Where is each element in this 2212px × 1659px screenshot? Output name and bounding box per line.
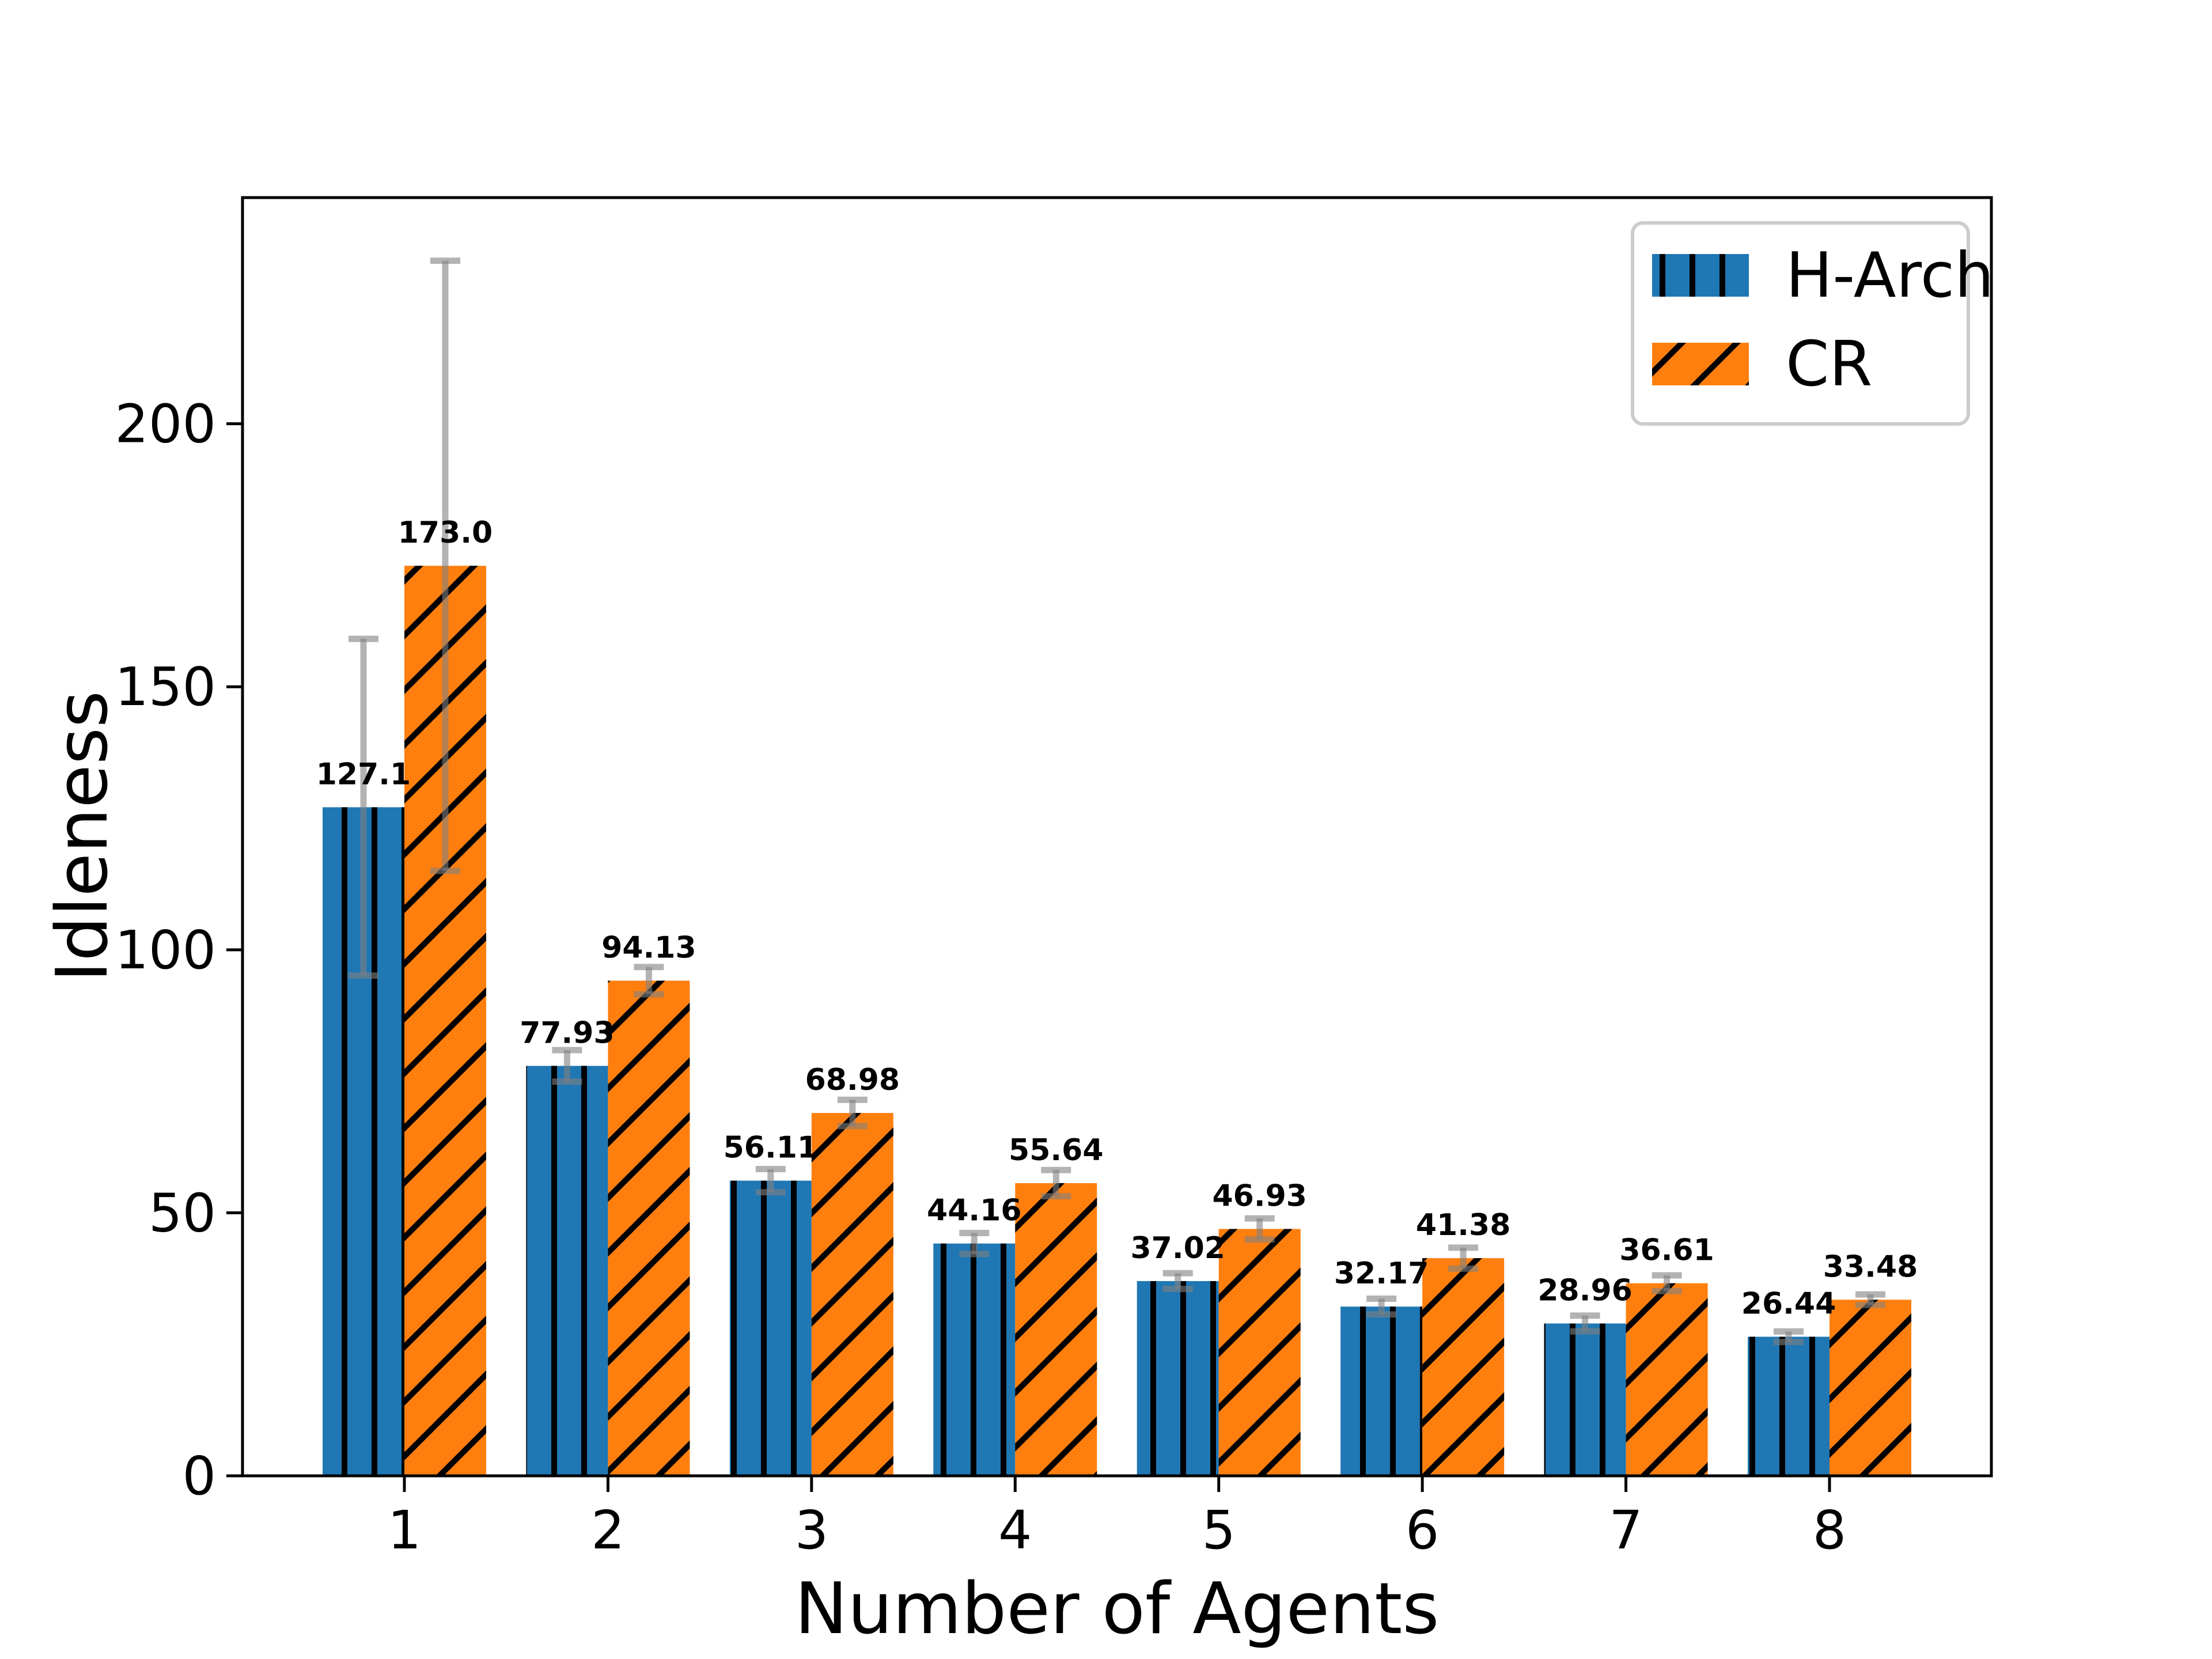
bar-value-label-cr-8: 33.48 (1823, 1249, 1918, 1284)
axes-group: 0 50 100 150 200 1 2 3 4 5 6 7 8 (115, 393, 1846, 1561)
legend-item-cr: CR (1652, 328, 1872, 400)
bar-value-label-h-arch-3: 56.11 (724, 1131, 818, 1165)
x-tick-label: 3 (795, 1499, 829, 1561)
legend: H-Arch CR (1631, 221, 1994, 426)
bar-hatch-cr-4 (1015, 1183, 1097, 1476)
bar-hatch-h-arch-8 (1748, 1336, 1830, 1476)
bar-value-label-cr-3: 68.98 (805, 1063, 900, 1097)
bar-value-label-h-arch-5: 37.02 (1130, 1231, 1225, 1266)
bar-value-label-cr-6: 41.38 (1416, 1208, 1510, 1243)
x-axis-title: Number of Agents (794, 1568, 1439, 1650)
bar-value-label-cr-7: 36.61 (1619, 1233, 1714, 1268)
bar-hatch-cr-6 (1422, 1258, 1505, 1476)
x-tick-label: 7 (1609, 1499, 1643, 1561)
bar-hatch-h-arch-2 (526, 1066, 608, 1476)
plot-frame (241, 196, 1993, 1478)
bar-hatch-cr-5 (1218, 1229, 1301, 1476)
legend-label-h-arch: H-Arch (1786, 240, 1994, 312)
x-tick-label: 2 (591, 1499, 625, 1561)
y-tick-label: 0 (182, 1445, 216, 1507)
x-tick-label: 5 (1202, 1499, 1236, 1561)
y-tick-label: 200 (115, 393, 216, 455)
legend-swatch-h-arch-hatch (1652, 254, 1749, 297)
y-tick-label: 150 (115, 656, 216, 718)
bar-value-label-h-arch-1: 127.1 (316, 757, 411, 791)
x-tick-label: 1 (388, 1499, 422, 1561)
bar-value-label-h-arch-2: 77.93 (520, 1016, 614, 1050)
bar-hatch-h-arch-4 (933, 1243, 1016, 1476)
bar-hatch-h-arch-6 (1340, 1306, 1423, 1476)
bars-group (323, 566, 1912, 1476)
bar-hatch-cr-3 (811, 1113, 893, 1476)
bar-hatch-h-arch-7 (1544, 1323, 1626, 1476)
bar-value-label-cr-2: 94.13 (601, 930, 696, 965)
bar-value-label-h-arch-6: 32.17 (1334, 1256, 1429, 1291)
x-tick-label: 4 (998, 1499, 1032, 1561)
error-bars-group (349, 257, 1886, 1346)
bar-value-label-h-arch-8: 26.44 (1741, 1287, 1836, 1321)
bar-hatch-cr-2 (608, 980, 690, 1476)
bar-value-labels-group: 127.1 77.93 56.11 44.16 37.02 32.17 28.96 26.44… (316, 516, 1918, 1321)
x-tick-label: 8 (1813, 1499, 1847, 1561)
legend-label-cr: CR (1786, 328, 1872, 400)
bar-value-label-cr-5: 46.93 (1212, 1179, 1306, 1213)
bar-hatch-h-arch-3 (729, 1180, 812, 1476)
bar-value-label-h-arch-4: 44.16 (927, 1194, 1021, 1228)
x-tick-label: 6 (1406, 1499, 1440, 1561)
bar-hatch-h-arch-5 (1137, 1281, 1219, 1476)
y-tick-label: 100 (115, 919, 216, 981)
legend-item-h-arch: H-Arch (1652, 240, 1994, 312)
y-axis-title: Idleness (41, 691, 124, 982)
y-tick-label: 50 (149, 1182, 216, 1244)
bar-hatch-cr-7 (1626, 1283, 1708, 1476)
bar-value-label-cr-1: 173.0 (398, 516, 493, 550)
bar-hatch-cr-8 (1830, 1300, 1912, 1476)
bar-value-label-h-arch-7: 28.96 (1537, 1274, 1632, 1308)
bar-value-label-cr-4: 55.64 (1009, 1133, 1103, 1168)
legend-swatch-cr-hatch (1652, 343, 1749, 385)
